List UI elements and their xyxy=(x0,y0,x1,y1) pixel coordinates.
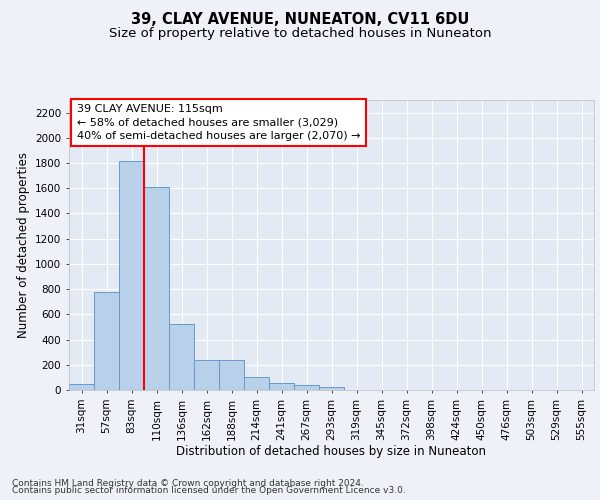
Bar xyxy=(69,384,94,390)
Bar xyxy=(244,377,269,390)
Bar xyxy=(144,187,169,390)
Bar xyxy=(294,385,319,390)
Bar xyxy=(119,160,144,390)
Text: Contains public sector information licensed under the Open Government Licence v3: Contains public sector information licen… xyxy=(12,486,406,495)
Bar xyxy=(94,292,119,390)
X-axis label: Distribution of detached houses by size in Nuneaton: Distribution of detached houses by size … xyxy=(176,446,487,458)
Bar xyxy=(194,360,219,390)
Text: Size of property relative to detached houses in Nuneaton: Size of property relative to detached ho… xyxy=(109,28,491,40)
Text: Contains HM Land Registry data © Crown copyright and database right 2024.: Contains HM Land Registry data © Crown c… xyxy=(12,478,364,488)
Text: 39, CLAY AVENUE, NUNEATON, CV11 6DU: 39, CLAY AVENUE, NUNEATON, CV11 6DU xyxy=(131,12,469,28)
Bar xyxy=(219,360,244,390)
Text: 39 CLAY AVENUE: 115sqm
← 58% of detached houses are smaller (3,029)
40% of semi-: 39 CLAY AVENUE: 115sqm ← 58% of detached… xyxy=(77,104,361,141)
Bar xyxy=(319,388,344,390)
Bar xyxy=(269,383,294,390)
Y-axis label: Number of detached properties: Number of detached properties xyxy=(17,152,29,338)
Bar xyxy=(169,324,194,390)
